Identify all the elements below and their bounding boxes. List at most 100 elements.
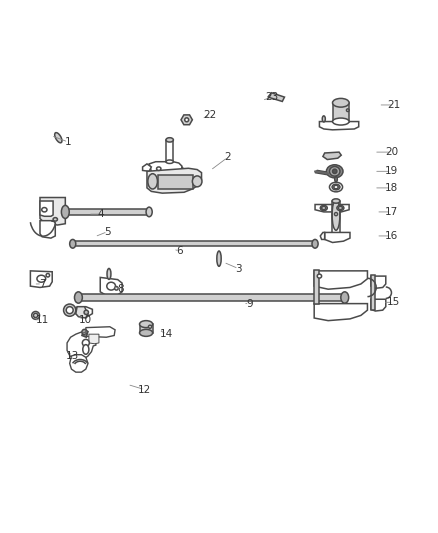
Ellipse shape — [192, 176, 202, 187]
Text: 14: 14 — [160, 329, 173, 339]
Text: 5: 5 — [104, 227, 111, 237]
Polygon shape — [320, 232, 325, 239]
Ellipse shape — [332, 99, 349, 107]
Ellipse shape — [320, 205, 327, 211]
Ellipse shape — [46, 273, 49, 277]
Ellipse shape — [332, 199, 340, 203]
Polygon shape — [143, 164, 151, 171]
Polygon shape — [30, 271, 52, 287]
Polygon shape — [73, 241, 315, 246]
Polygon shape — [89, 334, 99, 344]
Ellipse shape — [148, 174, 157, 189]
Polygon shape — [181, 115, 192, 125]
Text: 12: 12 — [138, 385, 152, 394]
Ellipse shape — [33, 313, 38, 318]
Text: 18: 18 — [385, 183, 398, 193]
Text: 8: 8 — [117, 284, 124, 294]
Polygon shape — [76, 306, 88, 318]
Ellipse shape — [148, 325, 152, 328]
Polygon shape — [40, 201, 53, 216]
Polygon shape — [314, 304, 367, 321]
Polygon shape — [147, 168, 201, 193]
Ellipse shape — [322, 116, 325, 122]
Polygon shape — [315, 205, 349, 212]
Ellipse shape — [74, 292, 82, 303]
Polygon shape — [78, 294, 345, 301]
Text: 2: 2 — [224, 152, 231, 163]
Ellipse shape — [317, 274, 321, 278]
Text: 9: 9 — [246, 298, 253, 309]
Ellipse shape — [107, 269, 111, 279]
Ellipse shape — [335, 176, 337, 182]
Text: 3: 3 — [235, 264, 242, 273]
Ellipse shape — [82, 329, 87, 335]
Ellipse shape — [332, 118, 349, 125]
Ellipse shape — [217, 251, 221, 266]
Text: 20: 20 — [385, 147, 398, 157]
Ellipse shape — [332, 200, 340, 230]
Ellipse shape — [312, 239, 318, 248]
Polygon shape — [315, 171, 330, 175]
Polygon shape — [371, 276, 386, 288]
Polygon shape — [314, 270, 319, 304]
Ellipse shape — [332, 169, 337, 174]
Polygon shape — [40, 221, 55, 238]
Text: 19: 19 — [385, 166, 398, 176]
Ellipse shape — [337, 205, 344, 211]
Polygon shape — [332, 103, 349, 122]
Text: 4: 4 — [98, 209, 104, 219]
Text: 23: 23 — [265, 92, 278, 102]
Text: 7: 7 — [39, 279, 46, 289]
Text: 21: 21 — [387, 100, 400, 110]
Text: 22: 22 — [204, 110, 217, 119]
Polygon shape — [65, 209, 149, 215]
Ellipse shape — [166, 160, 173, 164]
Ellipse shape — [140, 321, 152, 328]
Ellipse shape — [32, 311, 39, 319]
Ellipse shape — [326, 165, 343, 178]
Polygon shape — [67, 332, 96, 360]
Ellipse shape — [42, 207, 47, 212]
Text: 15: 15 — [387, 297, 400, 308]
Ellipse shape — [55, 133, 62, 143]
Ellipse shape — [329, 182, 343, 192]
Text: 13: 13 — [66, 351, 79, 361]
Polygon shape — [371, 299, 386, 311]
Ellipse shape — [84, 310, 88, 314]
Ellipse shape — [37, 275, 46, 282]
Ellipse shape — [83, 345, 89, 354]
Polygon shape — [323, 152, 341, 159]
Polygon shape — [158, 175, 193, 189]
Ellipse shape — [335, 213, 338, 216]
Ellipse shape — [156, 167, 161, 171]
Polygon shape — [371, 275, 375, 310]
Polygon shape — [100, 277, 122, 295]
Text: 16: 16 — [385, 231, 398, 241]
Text: 17: 17 — [385, 207, 398, 217]
Polygon shape — [319, 122, 359, 130]
Ellipse shape — [64, 304, 76, 316]
Ellipse shape — [346, 109, 349, 111]
Ellipse shape — [185, 118, 189, 122]
Ellipse shape — [61, 205, 69, 219]
Ellipse shape — [53, 217, 57, 221]
Ellipse shape — [70, 239, 76, 248]
Polygon shape — [71, 306, 92, 317]
Polygon shape — [40, 198, 65, 225]
Polygon shape — [314, 271, 367, 289]
Text: 1: 1 — [65, 137, 72, 147]
Text: 10: 10 — [79, 315, 92, 325]
Polygon shape — [140, 324, 152, 333]
Ellipse shape — [166, 138, 173, 142]
Polygon shape — [325, 232, 350, 243]
Ellipse shape — [321, 206, 326, 209]
Ellipse shape — [329, 166, 340, 176]
Polygon shape — [82, 330, 88, 337]
Ellipse shape — [107, 282, 116, 290]
Ellipse shape — [338, 206, 343, 209]
Ellipse shape — [341, 292, 349, 303]
Polygon shape — [70, 354, 88, 372]
Ellipse shape — [66, 306, 73, 313]
Ellipse shape — [140, 329, 152, 336]
Ellipse shape — [332, 184, 340, 190]
